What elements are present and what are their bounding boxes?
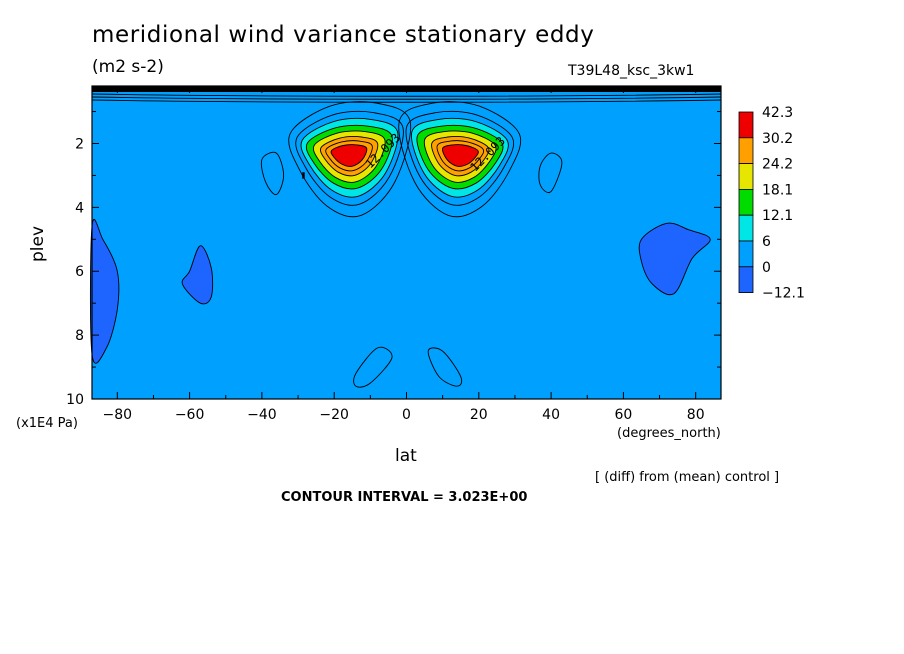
neg-lobe-subtropical — [181, 245, 214, 305]
x-tick-label: −80 — [103, 407, 133, 423]
top-contour-1 — [91, 96, 722, 100]
contour-loop-sfc-sh — [353, 346, 393, 388]
field-background — [92, 86, 721, 399]
x-tick-label: 40 — [542, 407, 560, 423]
colorbar-label: 42.3 — [762, 105, 793, 121]
contour-interval: CONTOUR INTERVAL = 3.023E+00 — [281, 490, 528, 505]
colorbar-swatch — [738, 240, 754, 268]
sh-jet-core-red — [330, 144, 368, 167]
colorbar-swatch — [738, 163, 754, 190]
y-tick-label: 6 — [75, 264, 84, 280]
sh-contour-3 — [295, 110, 404, 206]
x-tick-label: 60 — [614, 407, 632, 423]
colorbar-swatch — [738, 214, 754, 242]
colorbar-swatch — [738, 188, 754, 216]
nh-contour-3 — [405, 110, 515, 206]
x-tick-label: −40 — [247, 407, 277, 423]
chart-subtitle: (m2 s-2) — [92, 57, 164, 77]
nh-outer-contour — [398, 101, 522, 218]
colorbar-label: 18.1 — [762, 182, 793, 198]
neg-lobe-south — [89, 218, 120, 364]
x-tick-label: 20 — [470, 407, 488, 423]
x-tick-label: −60 — [175, 407, 205, 423]
chart-title: meridional wind variance stationary eddy — [92, 22, 595, 48]
y-axis-units: (x1E4 Pa) — [16, 416, 78, 431]
contour-loop-sfc-nh — [427, 347, 463, 387]
colorbar-label: 12.1 — [762, 208, 793, 224]
colorbar-swatch — [738, 137, 754, 165]
neg-lobe-north — [638, 222, 711, 296]
top-contour-0 — [91, 93, 722, 97]
colorbar-label: 0 — [762, 260, 771, 276]
y-tick-label: 10 — [66, 392, 84, 408]
colorbar-swatch — [738, 111, 754, 139]
colorbar-label: −12.1 — [762, 286, 805, 302]
x-tick-label: −20 — [319, 407, 349, 423]
top-contour-2 — [91, 99, 722, 103]
x-tick-label: 0 — [402, 407, 411, 423]
sh-outer-contour — [288, 101, 412, 218]
y-axis-label: plev — [28, 225, 48, 262]
y-tick-label: 8 — [75, 328, 84, 344]
sh-contour-orange-inner — [325, 140, 373, 172]
contour-loop-sh — [260, 151, 285, 196]
colorbar-label: 6 — [762, 234, 771, 250]
diff-note: [ (diff) from (mean) control ] — [595, 470, 780, 485]
x-axis-units: (degrees_north) — [617, 426, 721, 441]
contour-loop-nh — [538, 152, 563, 194]
y-tick-label: 4 — [75, 200, 84, 216]
nh-jet-core-red — [441, 144, 479, 167]
colorbar-label: 30.2 — [762, 131, 793, 147]
x-tick-label: 80 — [687, 407, 705, 423]
x-axis-label: lat — [395, 446, 417, 466]
colorbar-label: 24.2 — [762, 157, 793, 173]
run-label: T39L48_ksc_3kw1 — [568, 63, 695, 79]
nh-contour-orange-inner — [436, 140, 485, 172]
y-tick-label: 2 — [75, 136, 84, 152]
colorbar-swatch — [738, 266, 754, 293]
